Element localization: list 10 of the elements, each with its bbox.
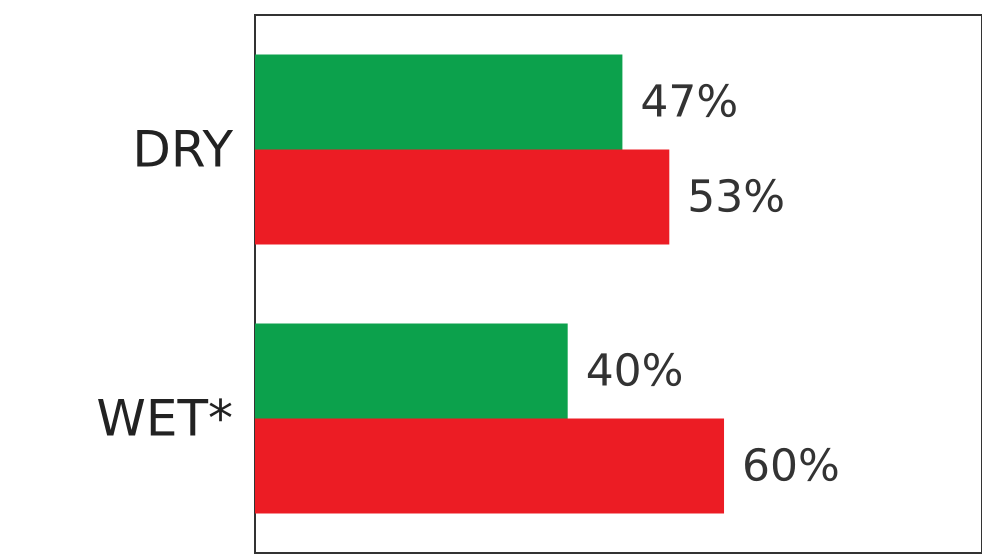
bar: [255, 54, 622, 150]
bar: [255, 418, 724, 514]
y-tick-label: DRY: [132, 120, 234, 178]
y-tick-label: WET*: [96, 390, 233, 448]
bar: [255, 150, 670, 244]
data-label: 47%: [640, 76, 738, 128]
data-label: 40%: [586, 346, 684, 396]
data-label: 53%: [687, 172, 786, 222]
bar: [255, 324, 568, 418]
data-label: 60%: [742, 440, 840, 492]
